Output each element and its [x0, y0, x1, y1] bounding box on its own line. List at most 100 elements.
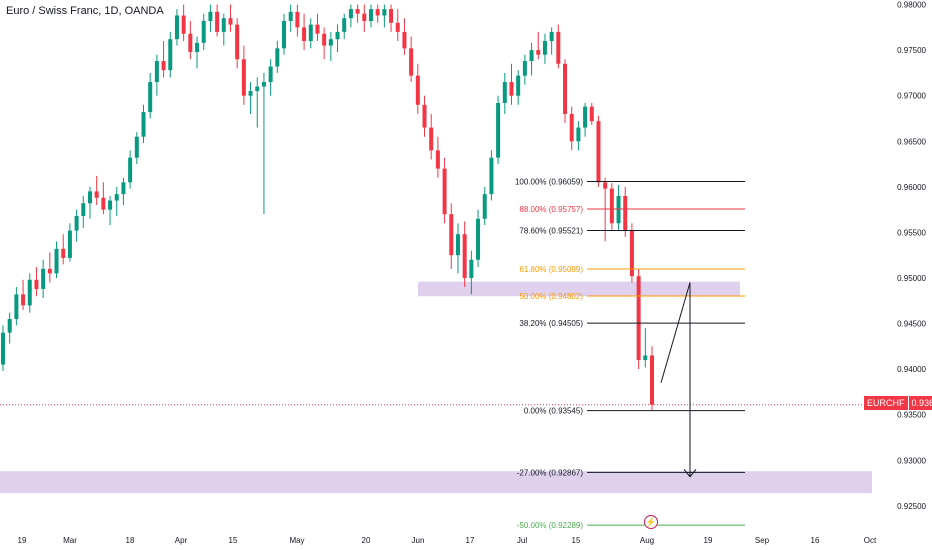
candle-body [14, 294, 19, 319]
candle-body [563, 63, 568, 114]
candle-body [496, 102, 501, 158]
fib-level-label: 38.20% (0.94505) [519, 319, 583, 328]
candle-body [154, 61, 159, 83]
candle-body [455, 234, 460, 256]
x-tick-label: Sep [755, 536, 770, 545]
alert-bolt-icon[interactable]: ⚡ [644, 515, 658, 529]
candle-body [429, 127, 434, 151]
candle-body [255, 86, 260, 92]
candle-body [569, 113, 574, 142]
candle-body [315, 24, 320, 34]
candle-body [382, 9, 387, 16]
candle-body [195, 42, 200, 52]
candle-body [121, 182, 126, 195]
candle-body [34, 279, 39, 289]
candle-body [141, 112, 146, 137]
candle-body [261, 82, 266, 87]
candle-body [1, 332, 5, 365]
price-tag-symbol: EURCHF [864, 396, 908, 410]
candle-body [114, 194, 119, 201]
candle-body [609, 188, 614, 224]
last-price-tag: EURCHF 0.93609 [864, 396, 932, 410]
candle-body [228, 18, 233, 25]
x-tick-label: 17 [466, 536, 475, 545]
candle-body [208, 11, 213, 21]
candle-body [355, 9, 360, 14]
candle-body [348, 9, 353, 19]
y-tick-label: 0.96500 [897, 137, 926, 146]
candle-body [395, 22, 400, 32]
candle-body [328, 39, 333, 46]
candle-body [542, 41, 547, 55]
y-tick-label: 0.97000 [897, 92, 926, 101]
candle-body [415, 75, 420, 105]
y-tick-label: 0.96000 [897, 183, 926, 192]
candle-body [629, 230, 634, 277]
y-tick-label: 0.93000 [897, 456, 926, 465]
candle-body [516, 75, 521, 96]
candle-body [174, 15, 179, 40]
projection-arrow-head [683, 469, 697, 478]
candle-body [181, 15, 186, 34]
fib-level-label: -50.00% (0.92289) [517, 521, 584, 530]
candle-body [201, 20, 206, 43]
candle-body [402, 31, 407, 49]
candle-body [241, 59, 246, 96]
candle-body [449, 214, 454, 256]
x-tick-label: May [289, 536, 304, 545]
x-tick-label: Apr [175, 536, 188, 545]
x-tick-label: 19 [18, 536, 27, 545]
fib-level-label: 61.80% (0.95099) [519, 265, 583, 274]
candle-body [335, 31, 340, 40]
candle-body [435, 150, 440, 169]
candle-body [643, 355, 648, 361]
candle-body [536, 50, 541, 55]
y-tick-label: 0.92500 [897, 502, 926, 511]
candle-body [322, 33, 327, 46]
candle-body [442, 168, 447, 215]
candle-body [248, 91, 253, 96]
candle-body [61, 248, 66, 258]
candle-body [529, 50, 534, 62]
candle-body [21, 294, 26, 306]
y-tick-label: 0.95000 [897, 274, 926, 283]
candle-body [476, 218, 481, 260]
candle-body [54, 248, 59, 274]
fib-level-label: 0.00% (0.93545) [524, 407, 583, 416]
candle-body [282, 20, 287, 49]
candle-body [549, 31, 554, 42]
candle-body [368, 9, 373, 21]
candle-body [161, 61, 166, 71]
candle-body [636, 276, 641, 361]
candle-body [489, 157, 494, 195]
candle-body [596, 121, 601, 183]
candle-body [616, 195, 621, 224]
x-tick-label: 19 [704, 536, 713, 545]
candle-body [275, 48, 280, 67]
candle-body [650, 355, 654, 405]
zone-lower [0, 471, 872, 494]
candle-body [302, 27, 307, 42]
candle-body [469, 259, 474, 278]
candle-body [87, 191, 92, 204]
x-tick-label: Oct [864, 536, 877, 545]
candle-body [422, 104, 427, 128]
candle-body [47, 268, 52, 274]
candle-body [7, 318, 12, 333]
candle-body [134, 136, 139, 158]
x-tick-label: 15 [572, 536, 581, 545]
candle-body [409, 48, 414, 76]
projection-line [660, 282, 691, 383]
candle-body [148, 82, 153, 113]
candle-body [74, 216, 79, 231]
candle-body [623, 195, 628, 231]
fib-level-label: -27.00% (0.92867) [517, 468, 584, 477]
candle-body [389, 9, 394, 23]
candle-body [108, 200, 113, 210]
x-tick-label: Jun [412, 536, 425, 545]
fib-level-label: 100.00% (0.96059) [515, 177, 583, 186]
fib-level-label: 50.00% (0.94802) [519, 292, 583, 301]
candle-body [81, 203, 86, 217]
